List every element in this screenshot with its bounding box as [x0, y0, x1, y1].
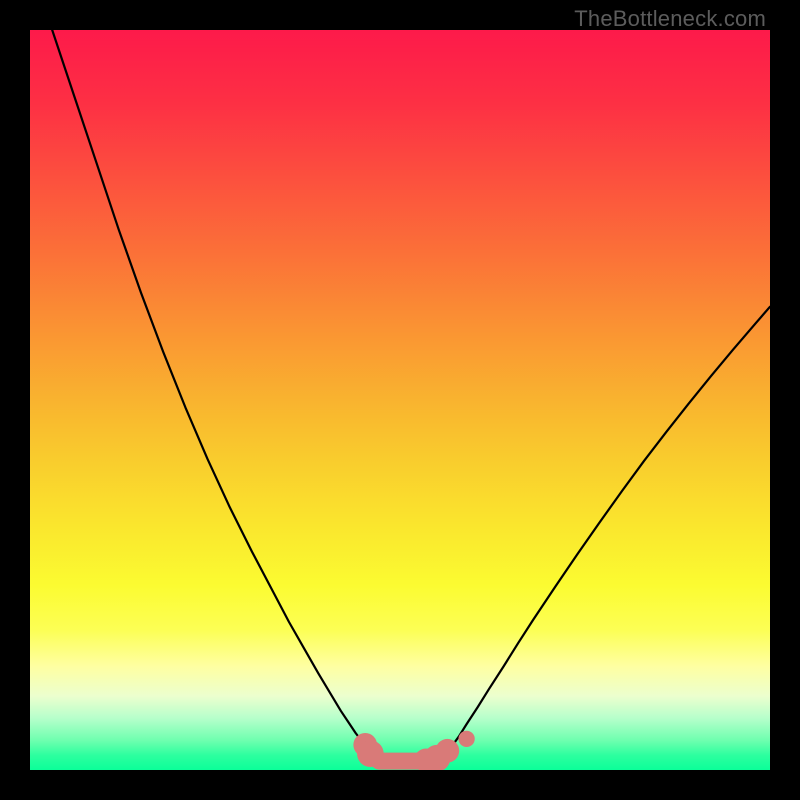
marker-group — [353, 731, 474, 770]
watermark-text: TheBottleneck.com — [574, 6, 766, 32]
right-curve — [441, 307, 770, 759]
marker-dot — [458, 731, 474, 747]
curve-overlay — [30, 30, 770, 770]
left-curve — [52, 30, 377, 759]
plot-area — [30, 30, 770, 770]
marker-dot — [357, 740, 384, 767]
marker-dot — [436, 739, 460, 763]
